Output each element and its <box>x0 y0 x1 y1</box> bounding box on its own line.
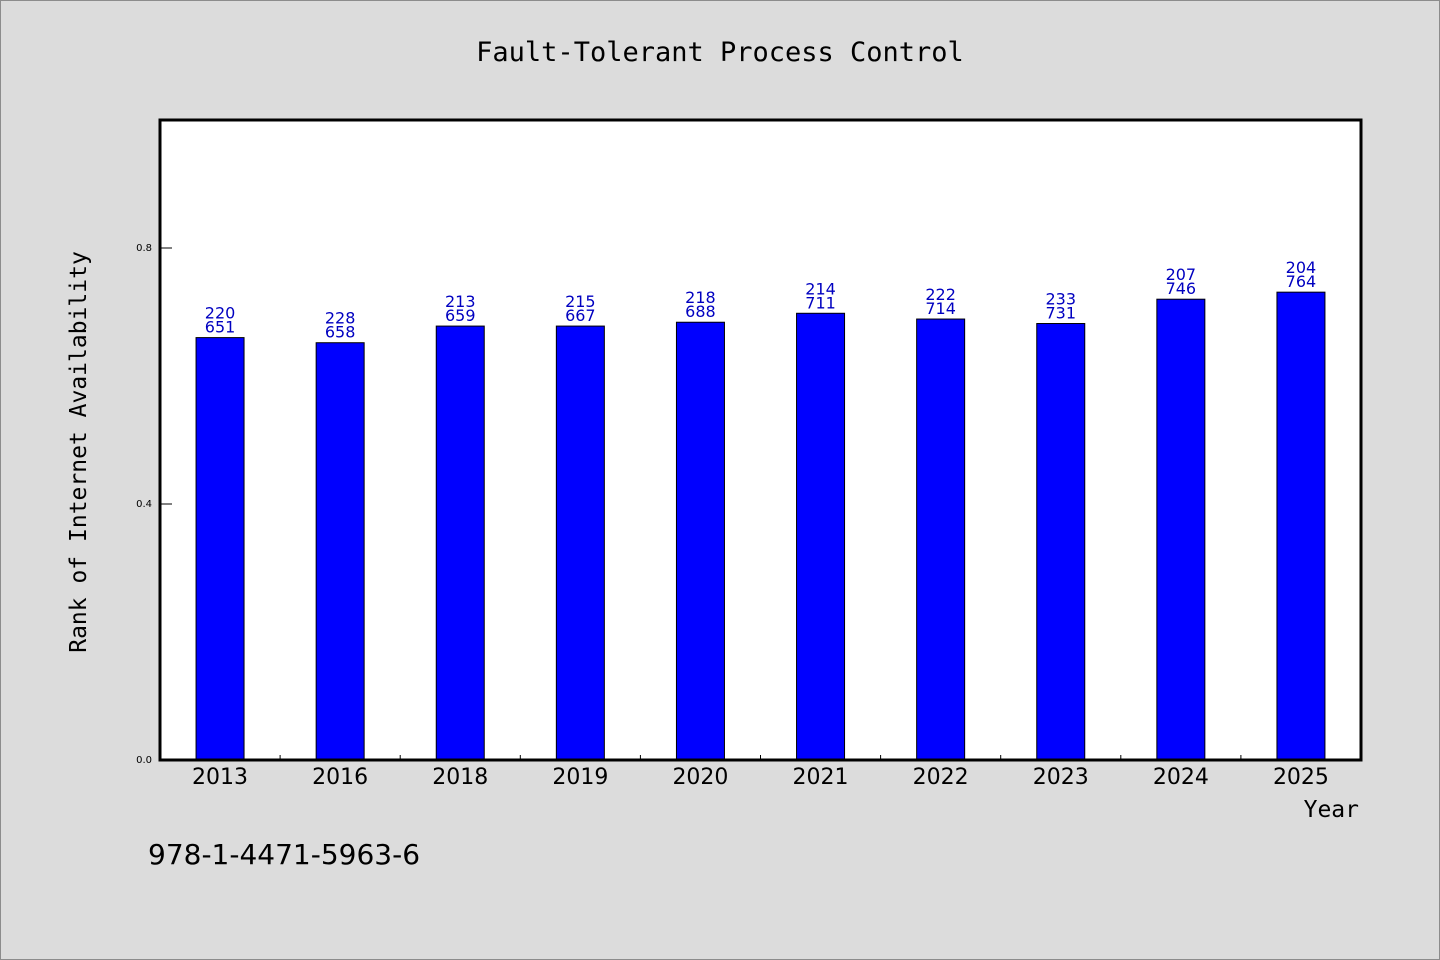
bar-label-top-2022: 222 <box>925 285 956 304</box>
x-tick-label-2018: 2018 <box>432 765 488 790</box>
x-tick-label-2024: 2024 <box>1153 765 1209 790</box>
x-tick-label-2020: 2020 <box>672 765 728 790</box>
x-tick-label-2025: 2025 <box>1273 765 1329 790</box>
bar-2019 <box>555 325 605 761</box>
y-tick-label-0.8: 0.8 <box>136 243 152 254</box>
x-tick-label-2016: 2016 <box>312 765 368 790</box>
bar-label-top-2024: 207 <box>1166 265 1197 284</box>
bar-label-top-2013: 220 <box>205 304 236 323</box>
bar-label-bottom-2016: 658 <box>325 323 356 342</box>
bar-label-bottom-2019: 667 <box>565 306 596 325</box>
x-tick-label-2021: 2021 <box>793 765 849 790</box>
bar-label-top-2018: 213 <box>445 292 476 311</box>
x-tick-label-2013: 2013 <box>192 765 248 790</box>
bar-2024 <box>1156 298 1206 761</box>
x-tick-label-2022: 2022 <box>913 765 969 790</box>
x-axis-title: Year <box>1304 797 1359 823</box>
bar-label-bottom-2024: 746 <box>1166 279 1197 298</box>
x-tick-label-2023: 2023 <box>1033 765 1089 790</box>
bar-label-top-2025: 204 <box>1286 258 1317 277</box>
chart-title: Fault-Tolerant Process Control <box>476 37 964 68</box>
bar-2025 <box>1276 291 1326 761</box>
bar-2022 <box>916 318 966 761</box>
bar-label-top-2016: 228 <box>325 309 356 328</box>
bar-2016 <box>315 342 365 761</box>
bar-label-bottom-2018: 659 <box>445 306 476 325</box>
bar-label-bottom-2023: 731 <box>1045 304 1076 323</box>
bar-label-top-2021: 214 <box>805 279 836 298</box>
y-tick-label-0.4: 0.4 <box>136 499 152 510</box>
bar-label-top-2023: 233 <box>1045 290 1076 309</box>
x-axis: 2013 2016 2018 2019 2020 2021 2022 2023 2024 2025 <box>192 755 1329 790</box>
bar-label-bottom-2025: 764 <box>1286 272 1317 291</box>
y-axis-title: Rank of Internet Availability <box>66 251 92 653</box>
bar-label-bottom-2021: 711 <box>805 293 836 312</box>
isbn-label: 978-1-4471-5963-6 <box>148 838 420 871</box>
bar-2023 <box>1036 323 1086 761</box>
y-tick-label-0.0: 0.0 <box>136 755 152 766</box>
bar-2013 <box>195 337 245 761</box>
x-tick-label-2019: 2019 <box>552 765 608 790</box>
bars-layer <box>195 291 1326 761</box>
bar-label-top-2020: 218 <box>685 288 716 307</box>
bar-label-top-2019: 215 <box>565 292 596 311</box>
bar-2020 <box>675 321 725 761</box>
bar-label-bottom-2020: 688 <box>685 302 716 321</box>
bar-label-bottom-2022: 714 <box>925 299 956 318</box>
plot-border <box>158 118 1363 762</box>
bar-2018 <box>435 325 485 761</box>
bar-label-bottom-2013: 651 <box>205 318 236 337</box>
bar-2021 <box>796 312 846 761</box>
